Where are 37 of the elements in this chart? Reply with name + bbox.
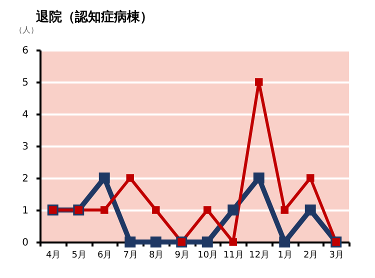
x-tick-label: 10月 <box>198 250 218 260</box>
x-tick-label: 6月 <box>98 250 112 260</box>
point <box>255 78 263 86</box>
x-tick-label: 8月 <box>149 250 164 260</box>
point <box>304 204 316 216</box>
point <box>228 204 239 216</box>
x-tick-label: 9月 <box>174 250 190 260</box>
point <box>202 236 213 248</box>
y-tick-label: 3 <box>22 142 28 152</box>
y-tick-label: 0 <box>22 238 28 248</box>
point <box>279 236 290 248</box>
x-tick-label: 1月 <box>278 250 292 260</box>
x-tick-label: 5月 <box>72 250 86 260</box>
x-tick-label: 2月 <box>304 250 318 260</box>
point <box>98 172 110 184</box>
point <box>253 172 264 184</box>
point <box>306 174 314 182</box>
point <box>124 236 136 248</box>
x-tick-label: 11月 <box>223 250 244 260</box>
point <box>150 236 162 248</box>
point <box>152 206 160 214</box>
x-tick-label: 3月 <box>329 250 344 260</box>
x-tick-label: 7月 <box>123 250 138 260</box>
y-tick-label: 1 <box>22 206 28 216</box>
y-axis-title: （人） <box>14 26 38 34</box>
point <box>204 206 212 214</box>
y-tick-label: 5 <box>22 78 28 88</box>
chart-title: 退院（認知症病棟） <box>35 9 153 25</box>
y-tick-label: 4 <box>22 110 28 120</box>
point <box>100 206 108 214</box>
y-tick-label: 2 <box>22 174 28 184</box>
point <box>280 206 288 214</box>
y-tick-label: 6 <box>22 46 28 56</box>
x-tick-label: 12月 <box>249 250 270 260</box>
x-tick-label: 4月 <box>46 250 61 260</box>
point <box>126 174 134 182</box>
point <box>229 238 237 246</box>
